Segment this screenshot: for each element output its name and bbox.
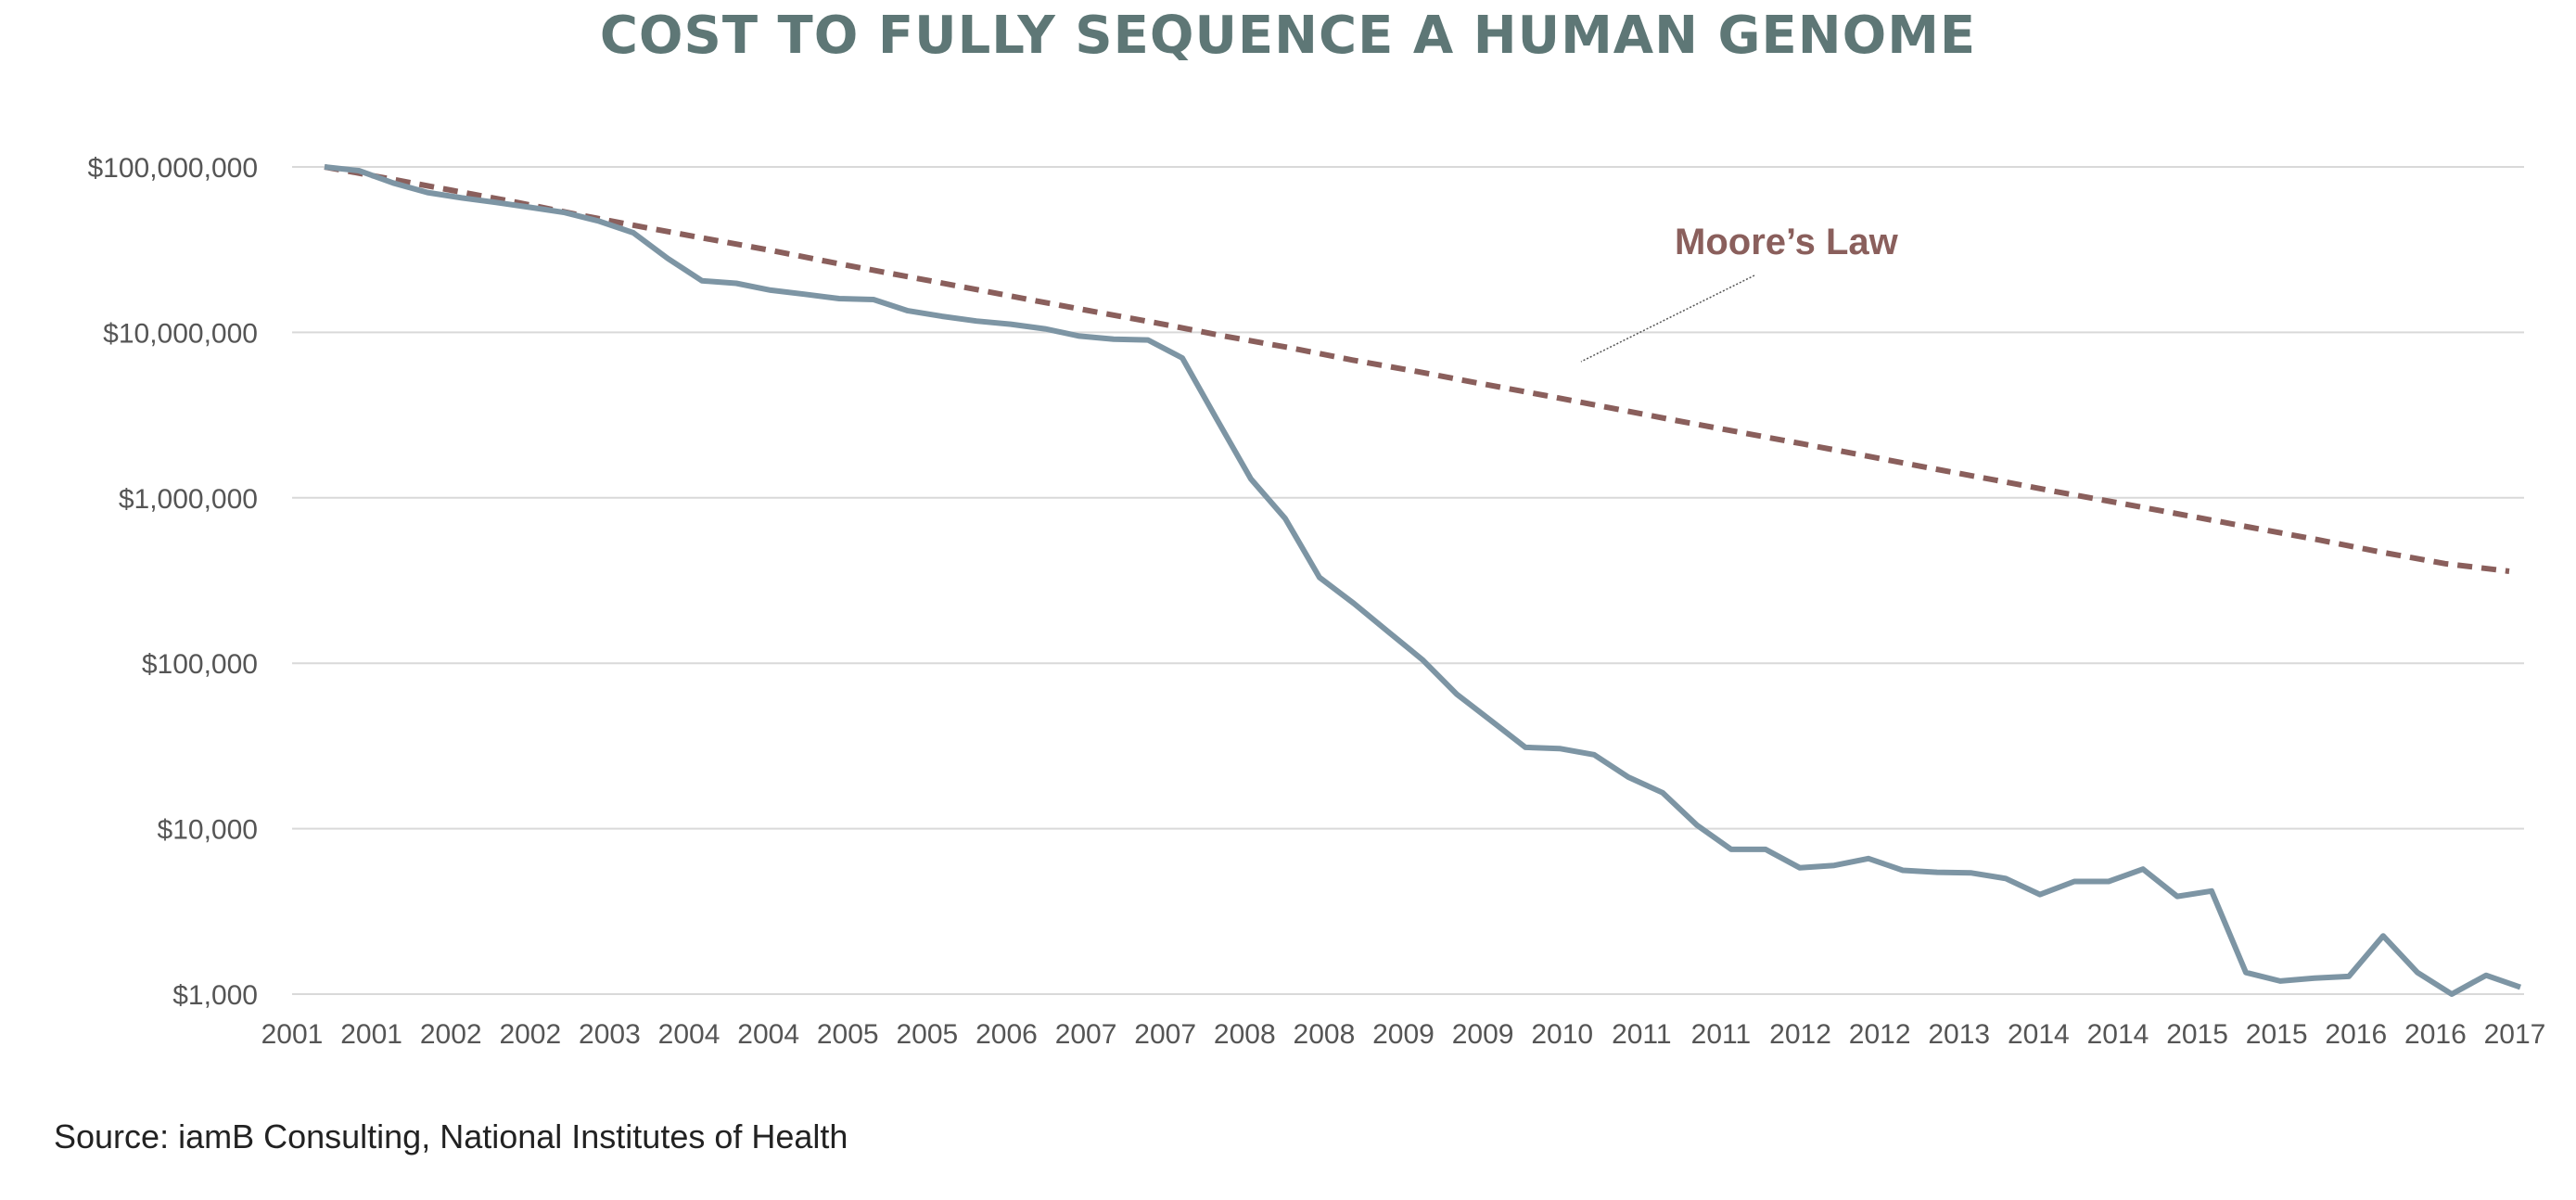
y-tick-label: $1,000: [172, 980, 258, 1011]
x-tick-label: 2008: [1294, 1019, 1356, 1050]
x-tick-label: 2015: [2166, 1019, 2228, 1050]
x-tick-label: 2014: [2087, 1019, 2149, 1050]
moores-law-annotation: Moore’s Law: [1675, 222, 1899, 262]
y-tick-label: $100,000,000: [87, 153, 258, 184]
moores-law-series-line: [324, 164, 2510, 574]
gridlines: [292, 166, 2524, 995]
x-tick-label: 2002: [420, 1019, 482, 1050]
x-tick-label: 2001: [340, 1019, 402, 1050]
x-tick-label: 2015: [2246, 1019, 2308, 1050]
y-tick-label: $10,000,000: [103, 318, 258, 349]
x-tick-label: 2004: [737, 1019, 799, 1050]
x-tick-label: 2002: [499, 1019, 561, 1050]
x-tick-label: 2011: [1691, 1019, 1752, 1050]
chart-title: COST TO FULLY SEQUENCE A HUMAN GENOME: [599, 6, 1977, 66]
x-tick-label: 2008: [1214, 1019, 1276, 1050]
genome-cost-series-line: [324, 164, 2521, 997]
x-tick-label: 2014: [2008, 1019, 2070, 1050]
x-tick-label: 2009: [1452, 1019, 1514, 1050]
x-tick-label: 2007: [1134, 1019, 1196, 1050]
x-tick-label: 2007: [1055, 1019, 1117, 1050]
y-tick-label: $10,000: [158, 815, 258, 846]
x-tick-label: 2017: [2484, 1019, 2546, 1050]
x-axis-tick-labels: 2001 2001 2002 2002 2003 2004 2004 2005 2005 2006…: [261, 1019, 2546, 1050]
x-tick-label: 2004: [658, 1019, 721, 1050]
x-tick-label: 2013: [1928, 1019, 1990, 1050]
x-tick-label: 2003: [579, 1019, 641, 1050]
y-axis-tick-labels: $100,000,000 $10,000,000 $1,000,000 $100,00…: [87, 153, 258, 1011]
source-note: Source: iamB Consulting, National Instit…: [54, 1117, 848, 1155]
x-tick-label: 2009: [1372, 1019, 1435, 1050]
x-tick-label: 2005: [896, 1019, 958, 1050]
x-tick-label: 2016: [2325, 1019, 2387, 1050]
x-tick-label: 2010: [1531, 1019, 1593, 1050]
x-tick-label: 2016: [2404, 1019, 2467, 1050]
x-tick-label: 2012: [1769, 1019, 1831, 1050]
x-tick-label: 2006: [976, 1019, 1038, 1050]
y-tick-label: $1,000,000: [119, 484, 258, 515]
x-tick-label: 2005: [817, 1019, 879, 1050]
x-tick-label: 2011: [1612, 1019, 1672, 1050]
annotation-leader-line: [1580, 274, 1755, 363]
x-tick-label: 2012: [1849, 1019, 1911, 1050]
x-tick-label: 2001: [261, 1019, 324, 1050]
y-tick-label: $100,000: [142, 649, 258, 680]
